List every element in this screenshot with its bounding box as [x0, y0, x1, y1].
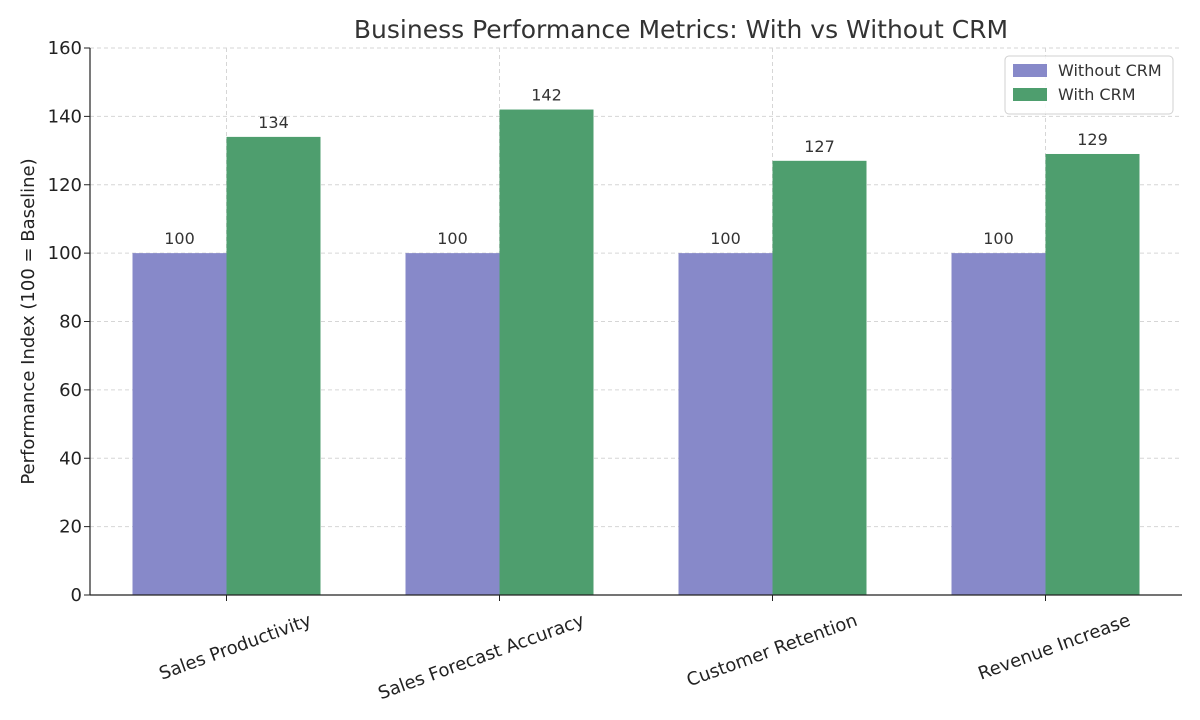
bar-without-crm	[132, 253, 227, 595]
y-tick-label: 140	[48, 106, 82, 127]
x-tick-label: Revenue Increase	[975, 610, 1133, 685]
bar-without-crm	[951, 253, 1046, 595]
bars-layer: 100 100 100 100 134 142 127 129	[132, 86, 1140, 595]
legend-swatch	[1013, 64, 1047, 77]
legend-label: With CRM	[1058, 85, 1136, 104]
y-axis-label: Performance Index (100 = Baseline)	[18, 158, 39, 484]
bar-value-label: 100	[164, 229, 195, 248]
bar-with-crm	[226, 136, 321, 595]
y-tick-label: 80	[59, 312, 82, 333]
x-tick-label: Sales Forecast Accuracy	[375, 610, 587, 704]
bar-value-label: 134	[258, 113, 289, 132]
bar-with-crm	[499, 109, 594, 595]
y-tick-label: 120	[48, 175, 82, 196]
bar-value-label: 100	[983, 229, 1014, 248]
y-tick-label: 60	[59, 380, 82, 401]
bar-with-crm	[1045, 153, 1140, 595]
bar-value-label: 127	[804, 137, 835, 156]
bar-value-label: 100	[437, 229, 468, 248]
bar-without-crm	[678, 253, 773, 595]
legend: Without CRM With CRM	[1004, 55, 1174, 115]
y-tick-label: 0	[71, 585, 82, 606]
legend-label: Without CRM	[1058, 61, 1162, 80]
bar-without-crm	[405, 253, 500, 595]
bar-with-crm	[772, 160, 867, 595]
x-tick-label: Customer Retention	[684, 610, 860, 691]
y-tick-label: 160	[48, 38, 82, 59]
chart-title: Business Performance Metrics: With vs Wi…	[354, 15, 1008, 44]
bar-value-label: 129	[1077, 130, 1108, 149]
bar-value-label: 100	[710, 229, 741, 248]
y-tick-label: 40	[59, 448, 82, 469]
y-tick-label: 100	[48, 243, 82, 264]
bar-value-label: 142	[531, 86, 562, 105]
y-tick-label: 20	[59, 517, 82, 538]
legend-swatch	[1013, 88, 1047, 101]
x-tick-label: Sales Productivity	[156, 610, 314, 685]
